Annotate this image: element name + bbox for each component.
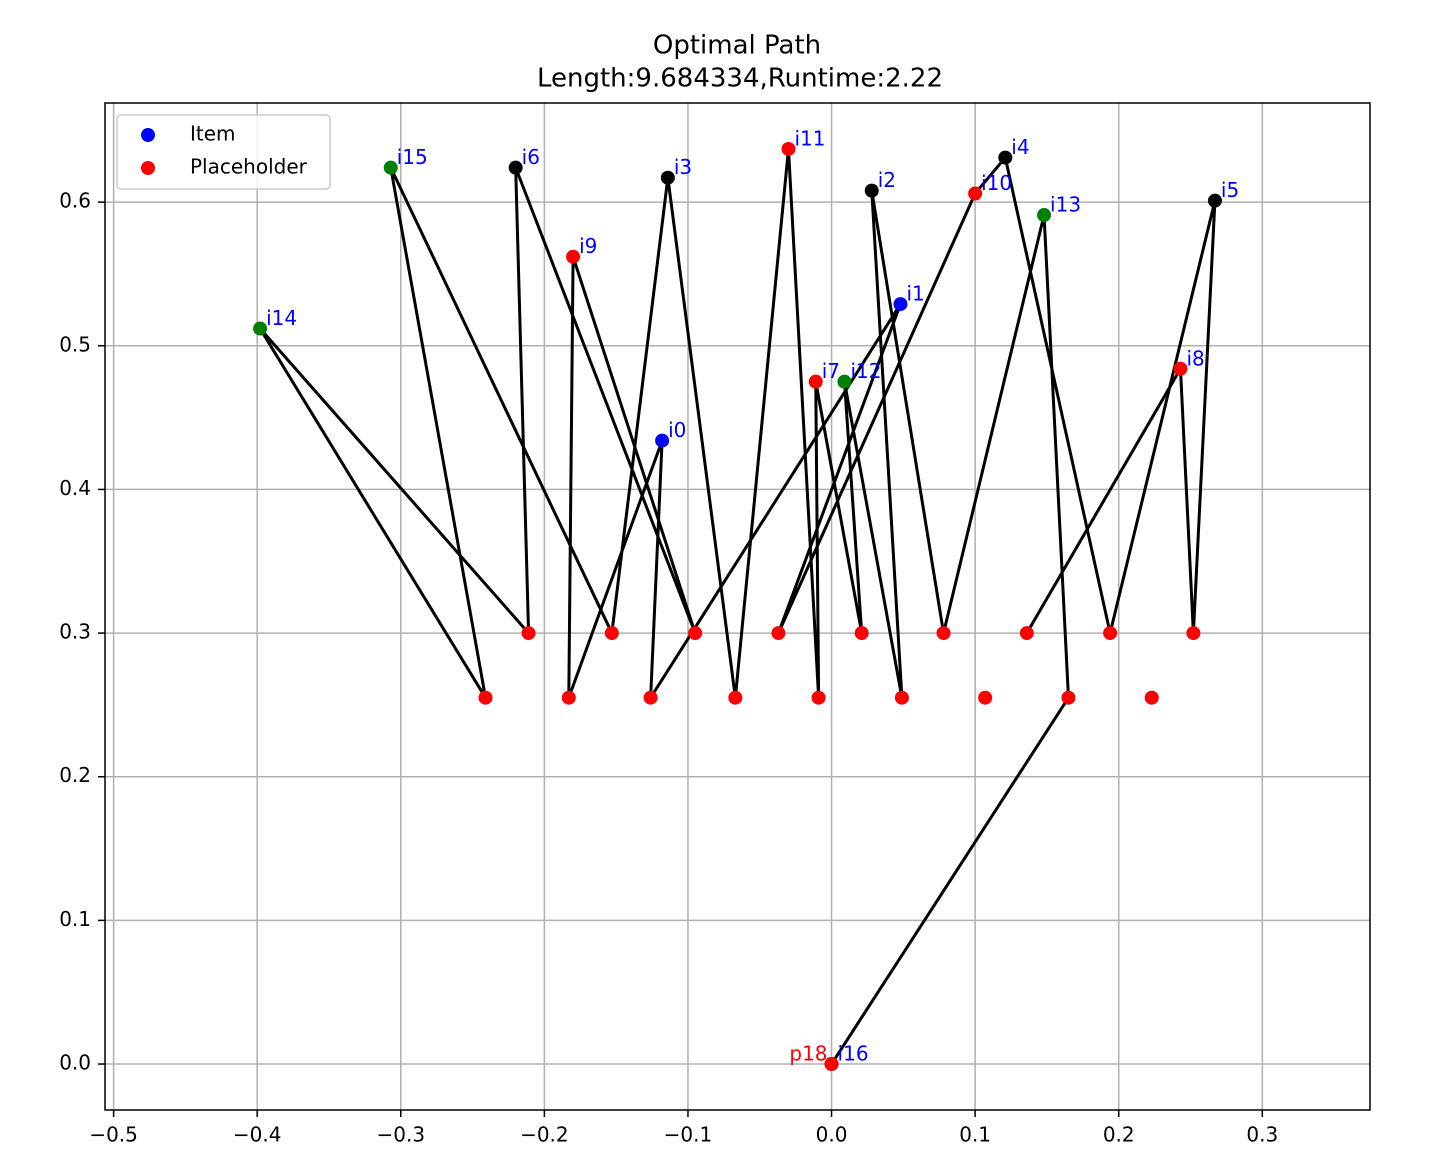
legend-marker [141, 161, 155, 175]
point [864, 183, 879, 198]
point [893, 297, 908, 312]
point-label: i14 [266, 306, 297, 330]
point-label: p18 [789, 1042, 827, 1066]
point [1144, 690, 1159, 705]
point [478, 690, 493, 705]
y-tick-label: 0.5 [59, 332, 91, 356]
point-label: i4 [1011, 135, 1029, 159]
legend-label: Placeholder [190, 155, 308, 179]
y-tick-label: 0.1 [59, 907, 91, 931]
x-tick-label: 0.3 [1246, 1123, 1278, 1147]
point [837, 374, 852, 389]
chart-title: Optimal Path [653, 31, 821, 61]
point [1061, 690, 1076, 705]
point [561, 690, 576, 705]
x-tick-label: 0.0 [816, 1123, 848, 1147]
point [1186, 626, 1201, 641]
point [688, 626, 703, 641]
legend-label: Item [190, 122, 236, 146]
point-label: i15 [397, 145, 428, 169]
point-label: i7 [822, 359, 840, 383]
point-label: i10 [981, 171, 1012, 195]
point [383, 160, 398, 175]
point [1173, 361, 1188, 376]
point-label: i3 [674, 155, 692, 179]
point [660, 170, 675, 185]
x-tick-label: −0.4 [233, 1123, 282, 1147]
point-label: i8 [1186, 346, 1204, 370]
point [771, 626, 786, 641]
point-label: i6 [522, 145, 540, 169]
point-label: i2 [878, 168, 896, 192]
point-label: i11 [794, 126, 825, 150]
point [728, 690, 743, 705]
point [854, 626, 869, 641]
point [1207, 193, 1222, 208]
x-tick-label: 0.2 [1103, 1123, 1135, 1147]
point [978, 690, 993, 705]
chart-subtitle: Length:9.684334,Runtime:2.22 [537, 64, 943, 94]
point-label: i9 [579, 234, 597, 258]
point [894, 690, 909, 705]
point [968, 186, 983, 201]
point [936, 626, 951, 641]
point-label: i0 [668, 418, 686, 442]
point [643, 690, 658, 705]
point [655, 433, 670, 448]
point-label: i16 [838, 1042, 869, 1066]
point-label: i12 [850, 359, 881, 383]
point [824, 1057, 839, 1072]
point [508, 160, 523, 175]
point [1037, 208, 1052, 223]
point [604, 626, 619, 641]
legend-box [116, 114, 331, 190]
point [521, 626, 536, 641]
x-tick-label: −0.2 [520, 1123, 569, 1147]
point [998, 150, 1013, 165]
point [1019, 626, 1034, 641]
point-label: i1 [906, 282, 924, 306]
point [781, 141, 796, 156]
point-label: i13 [1050, 193, 1081, 217]
point [808, 374, 823, 389]
plot-frame [104, 102, 1371, 1111]
legend-marker [141, 128, 155, 142]
point [566, 249, 581, 264]
point-label: i5 [1221, 178, 1239, 202]
point [811, 690, 826, 705]
x-tick-label: −0.1 [664, 1123, 713, 1147]
x-tick-label: −0.5 [89, 1123, 138, 1147]
y-tick-label: 0.0 [59, 1051, 91, 1075]
y-tick-label: 0.6 [59, 189, 91, 213]
y-tick-label: 0.4 [59, 476, 91, 500]
y-tick-label: 0.2 [59, 763, 91, 787]
x-tick-label: 0.1 [959, 1123, 991, 1147]
x-tick-label: −0.3 [376, 1123, 425, 1147]
point [1103, 626, 1118, 641]
y-tick-label: 0.3 [59, 620, 91, 644]
point [253, 321, 268, 336]
